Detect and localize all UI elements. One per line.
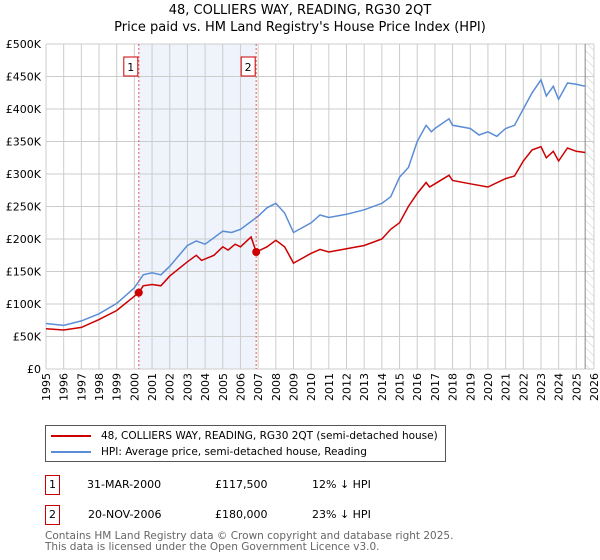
transaction-date: 31-MAR-2000	[87, 478, 162, 491]
sale-label: 1	[127, 61, 134, 74]
transaction-row: 2 20-NOV-2006 £180,000 23% ↓ HPI	[45, 505, 545, 525]
x-tick-label: 1997	[75, 373, 88, 401]
transaction-badge: 1	[45, 475, 60, 495]
y-tick-label: £150K	[6, 266, 42, 279]
x-tick-label: 2024	[553, 373, 566, 401]
x-tick-label: 2020	[482, 373, 495, 401]
legend-item-property: 48, COLLIERS WAY, READING, RG30 2QT (sem…	[46, 428, 438, 444]
x-tick-label: 2014	[376, 373, 389, 401]
footer-licence: This data is licensed under the Open Gov…	[45, 541, 380, 553]
legend-swatch-hpi	[51, 451, 91, 453]
transaction-price: £180,000	[215, 508, 268, 521]
x-tick-label: 2016	[411, 373, 424, 401]
hpi-line	[45, 78, 586, 327]
legend-label-hpi: HPI: Average price, semi-detached house,…	[101, 446, 367, 458]
y-tick-label: £450K	[6, 71, 42, 84]
transaction-hpi-diff: 23% ↓ HPI	[312, 508, 371, 521]
sale-label: 2	[245, 61, 252, 74]
y-tick-label: £50K	[13, 331, 42, 344]
transaction-price: £117,500	[215, 478, 268, 491]
x-tick-label: 2023	[535, 373, 548, 401]
x-tick-label: 2022	[517, 373, 530, 401]
sale-label-box	[240, 56, 256, 77]
price-chart: 1995 1996 1997 1998 1999 2000 2001 2002 2003 2004…	[6, 38, 600, 401]
legend: 48, COLLIERS WAY, READING, RG30 2QT (sem…	[45, 425, 446, 462]
sale-point	[252, 248, 261, 256]
x-tick-label: 1999	[111, 373, 124, 401]
footer-copyright: Contains HM Land Registry data © Crown c…	[45, 530, 454, 542]
legend-item-hpi: HPI: Average price, semi-detached house,…	[46, 444, 367, 460]
y-tick-label: £0	[27, 363, 41, 376]
x-tick-label: 2005	[217, 373, 230, 401]
x-tick-label: 2025	[570, 373, 583, 401]
y-tick-label: £300K	[6, 168, 42, 181]
x-tick-label: 2017	[429, 373, 442, 401]
x-tick-label: 2004	[199, 373, 212, 401]
property-line	[45, 145, 586, 331]
chart-title: 48, COLLIERS WAY, READING, RG30 2QT	[168, 3, 432, 18]
transaction-hpi-diff: 12% ↓ HPI	[312, 478, 371, 491]
x-tick-label: 2002	[164, 373, 177, 401]
legend-label-property: 48, COLLIERS WAY, READING, RG30 2QT (sem…	[101, 430, 438, 442]
y-tick-label: £350K	[6, 136, 42, 149]
x-tick-label: 1996	[58, 373, 71, 401]
x-tick-label: 2011	[323, 373, 336, 401]
transaction-badge: 2	[45, 505, 60, 525]
x-tick-label: 2026	[588, 373, 600, 401]
x-tick-label: 1998	[93, 373, 106, 401]
x-tick-label: 1995	[40, 373, 53, 401]
y-tick-label: £200K	[6, 233, 42, 246]
x-tick-label: 2021	[500, 373, 513, 401]
sale-label-box	[123, 56, 139, 77]
x-tick-label: 2018	[447, 373, 460, 401]
x-tick-label: 2007	[252, 373, 265, 401]
y-tick-label: £500K	[6, 38, 42, 51]
x-tick-label: 2015	[394, 373, 407, 401]
x-tick-label: 2000	[128, 373, 141, 401]
x-tick-label: 2006	[234, 373, 247, 401]
y-tick-label: £100K	[6, 298, 42, 311]
x-tick-label: 2001	[146, 373, 159, 401]
y-tick-label: £400K	[6, 103, 42, 116]
transaction-date: 20-NOV-2006	[88, 508, 162, 521]
x-tick-label: 2009	[287, 373, 300, 401]
transaction-row: 1 31-MAR-2000 £117,500 12% ↓ HPI	[45, 475, 545, 495]
x-tick-label: 2019	[464, 373, 477, 401]
y-tick-label: £250K	[6, 201, 42, 214]
x-tick-label: 2008	[270, 373, 283, 401]
chart-subtitle: Price paid vs. HM Land Registry's House …	[114, 20, 486, 35]
x-tick-label: 2012	[341, 373, 354, 401]
x-tick-label: 2013	[358, 373, 371, 401]
sale-point	[134, 288, 143, 297]
x-tick-label: 2003	[181, 373, 194, 401]
x-tick-label: 2010	[305, 373, 318, 401]
legend-swatch-property	[51, 435, 91, 437]
